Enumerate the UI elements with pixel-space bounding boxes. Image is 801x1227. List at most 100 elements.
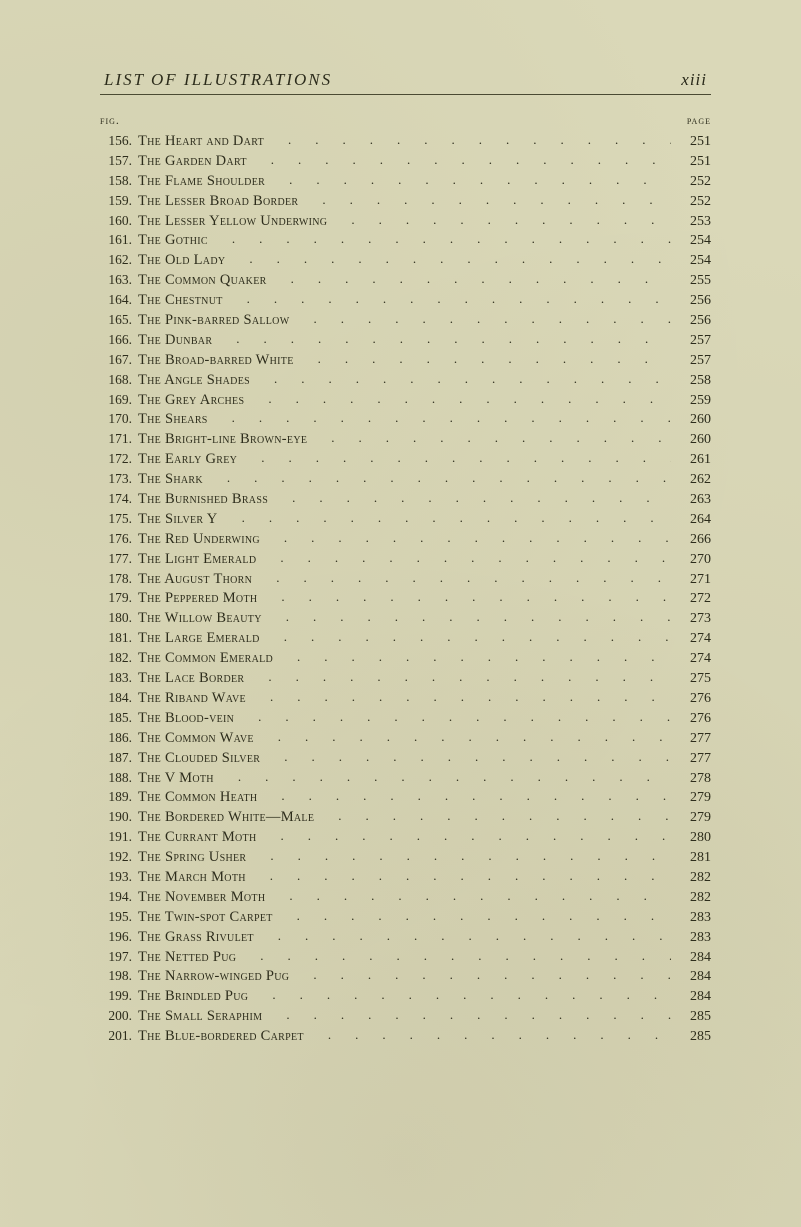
table-row: 171.The Bright-line Brown-eye...........… [100, 430, 711, 450]
fig-number: 173. [100, 470, 132, 488]
page-number: 283 [671, 909, 711, 928]
page-number: 279 [671, 789, 711, 808]
fig-number: 201. [100, 1027, 132, 1045]
page-number: 278 [671, 770, 711, 789]
fig-number: 188. [100, 769, 132, 787]
entry-title: The Silver Y [132, 510, 218, 530]
dot-leader: ........................................… [203, 469, 671, 487]
table-row: 189.The Common Heath....................… [100, 788, 711, 808]
fig-number: 165. [100, 311, 132, 329]
page-number: 255 [671, 272, 711, 291]
dot-leader: ........................................… [264, 131, 671, 149]
table-row: 199.The Brindled Pug....................… [100, 987, 711, 1007]
entry-title: The Narrow-winged Pug [132, 967, 289, 987]
fig-number: 166. [100, 331, 132, 349]
table-row: 174.The Burnished Brass.................… [100, 490, 711, 510]
header-page-roman: xiii [681, 70, 707, 90]
table-row: 166.The Dunbar..........................… [100, 331, 711, 351]
dot-leader: ........................................… [223, 290, 671, 308]
entry-title: The Peppered Moth [132, 589, 257, 609]
column-labels: fig. page [100, 113, 711, 128]
page-number: 282 [671, 889, 711, 908]
fig-number: 199. [100, 987, 132, 1005]
table-row: 177.The Light Emerald...................… [100, 550, 711, 570]
entry-title: The Grey Arches [132, 391, 244, 411]
table-row: 164.The Chestnut........................… [100, 291, 711, 311]
page-number: 275 [671, 670, 711, 689]
table-row: 195.The Twin-spot Carpet................… [100, 908, 711, 928]
table-row: 192.The Spring Usher....................… [100, 848, 711, 868]
page-number: 263 [671, 491, 711, 510]
page-number: 254 [671, 252, 711, 271]
col-fig: fig. [100, 113, 120, 128]
entry-title: The Pink-barred Sallow [132, 311, 289, 331]
page-number: 272 [671, 590, 711, 609]
dot-leader: ........................................… [262, 608, 671, 626]
entry-title: The V Moth [132, 769, 214, 789]
fig-number: 174. [100, 490, 132, 508]
dot-leader: ........................................… [327, 211, 671, 229]
fig-number: 168. [100, 371, 132, 389]
page-number: 273 [671, 610, 711, 629]
entry-title: The Bright-line Brown-eye [132, 430, 307, 450]
dot-leader: ........................................… [256, 549, 671, 567]
dot-leader: ........................................… [260, 748, 671, 766]
dot-leader: ........................................… [257, 588, 671, 606]
page-number: 277 [671, 750, 711, 769]
table-row: 197.The Netted Pug......................… [100, 948, 711, 968]
entry-title: The Red Underwing [132, 530, 260, 550]
table-row: 182.The Common Emerald..................… [100, 649, 711, 669]
page-number: 257 [671, 332, 711, 351]
page-number: 260 [671, 411, 711, 430]
entry-title: The Blue-bordered Carpet [132, 1027, 304, 1047]
dot-leader: ........................................… [260, 628, 671, 646]
entry-title: The Lesser Yellow Underwing [132, 212, 327, 232]
dot-leader: ........................................… [273, 648, 671, 666]
page-number: 261 [671, 451, 711, 470]
dot-leader: ........................................… [265, 887, 671, 905]
page-number: 260 [671, 431, 711, 450]
page-number: 276 [671, 710, 711, 729]
entry-title: The Common Heath [132, 788, 257, 808]
page-number: 266 [671, 531, 711, 550]
page-number: 253 [671, 213, 711, 232]
dot-leader: ........................................… [244, 668, 671, 686]
table-row: 184.The Riband Wave.....................… [100, 689, 711, 709]
dot-leader: ........................................… [214, 768, 671, 786]
page-number: 282 [671, 869, 711, 888]
page-number: 252 [671, 193, 711, 212]
fig-number: 187. [100, 749, 132, 767]
dot-leader: ........................................… [234, 708, 671, 726]
entry-title: The Early Grey [132, 450, 237, 470]
page-number: 274 [671, 630, 711, 649]
entry-title: The March Moth [132, 868, 246, 888]
page-number: 277 [671, 730, 711, 749]
dot-leader: ........................................… [252, 569, 671, 587]
fig-number: 178. [100, 570, 132, 588]
dot-leader: ........................................… [268, 489, 671, 507]
table-row: 194.The November Moth...................… [100, 888, 711, 908]
entry-title: The Shark [132, 470, 203, 490]
entry-title: The Common Quaker [132, 271, 267, 291]
page-number: 279 [671, 809, 711, 828]
table-row: 173.The Shark...........................… [100, 470, 711, 490]
table-row: 196.The Grass Rivulet...................… [100, 928, 711, 948]
page-number: 270 [671, 551, 711, 570]
dot-leader: ........................................… [260, 529, 671, 547]
dot-leader: ........................................… [246, 688, 671, 706]
table-row: 188.The V Moth..........................… [100, 769, 711, 789]
dot-leader: ........................................… [256, 827, 671, 845]
dot-leader: ........................................… [212, 330, 671, 348]
table-row: 167.The Broad-barred White..............… [100, 351, 711, 371]
entry-title: The Large Emerald [132, 629, 260, 649]
entry-title: The Twin-spot Carpet [132, 908, 273, 928]
dot-leader: ........................................… [265, 171, 671, 189]
entry-title: The Bordered White—Male [132, 808, 314, 828]
entry-title: The Willow Beauty [132, 609, 262, 629]
entry-title: The Grass Rivulet [132, 928, 254, 948]
fig-number: 194. [100, 888, 132, 906]
entry-title: The Broad-barred White [132, 351, 294, 371]
entry-title: The Flame Shoulder [132, 172, 265, 192]
page-number: 251 [671, 133, 711, 152]
page-number: 251 [671, 153, 711, 172]
